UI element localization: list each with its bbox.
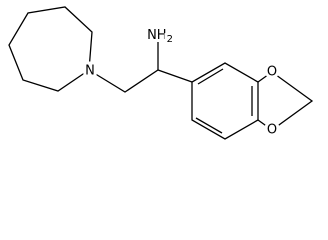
atom-label: O: [267, 65, 277, 80]
amine-label: NH: [147, 28, 167, 43]
benzene-ring: [191, 62, 259, 140]
double-bond: [195, 117, 223, 134]
chain-bonds: [88, 69, 193, 93]
atom-label: O: [267, 123, 277, 138]
dioxole-bonds: [257, 71, 314, 131]
azepane-ring: [8, 6, 93, 92]
double-bond: [197, 68, 224, 85]
atom-label: N: [85, 64, 95, 79]
molecule-diagram: N NH2 O O: [8, 6, 314, 141]
atom-label: NH2: [147, 28, 173, 46]
amine-subscript: 2: [167, 34, 173, 45]
page: {"atoms": {"amine": {"label": "NH", "sub…: [8, 6, 314, 141]
